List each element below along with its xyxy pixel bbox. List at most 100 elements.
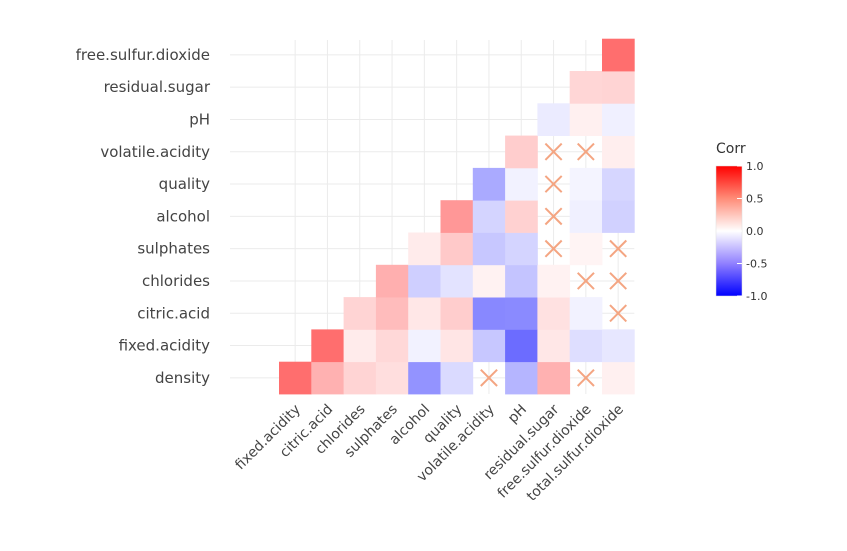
- heatmap-cell: [472, 329, 506, 363]
- heatmap-cell-insignificant: [576, 368, 595, 387]
- heatmap-cell: [602, 103, 635, 136]
- heatmap-cell: [537, 264, 571, 298]
- heatmap-cell: [311, 329, 344, 363]
- cross-mark: [544, 142, 563, 161]
- heatmap-cell: [343, 361, 377, 395]
- heatmap-cell-insignificant: [576, 142, 595, 161]
- heatmap-cell: [505, 135, 538, 169]
- heatmap-cell: [569, 329, 603, 363]
- heatmap-cell: [602, 71, 635, 104]
- x-tick-label: pH: [505, 402, 530, 427]
- heatmap-cell-insignificant: [576, 272, 595, 290]
- y-tick-label: sulphates: [137, 240, 210, 258]
- cross-mark: [544, 207, 563, 226]
- heatmap-cell: [602, 135, 635, 169]
- heatmap-cell: [505, 297, 538, 330]
- heatmap-cell-insignificant: [544, 175, 563, 193]
- heatmap-cell: [602, 38, 635, 72]
- cross-mark: [609, 239, 628, 258]
- heatmap-cell: [569, 297, 603, 330]
- legend-tick-label: -0.5: [746, 258, 767, 271]
- heatmap-cell: [311, 361, 344, 395]
- heatmap-cell-insignificant: [480, 368, 498, 387]
- y-tick-label: quality: [159, 175, 210, 193]
- y-tick-label: citric.acid: [137, 304, 210, 322]
- heatmap-cells: [279, 38, 635, 395]
- cross-mark: [609, 272, 628, 290]
- heatmap-cell: [569, 71, 603, 104]
- legend-tick-label: 1.0: [746, 160, 764, 173]
- heatmap-cell: [440, 297, 474, 330]
- heatmap-cell-insignificant: [609, 239, 628, 258]
- legend-title: Corr: [716, 141, 746, 157]
- heatmap-cell: [602, 167, 635, 201]
- cross-mark: [480, 368, 498, 387]
- heatmap-cell: [537, 361, 571, 395]
- heatmap-cell: [440, 264, 474, 298]
- x-axis-labels: fixed.aciditycitric.acidchloridessulphat…: [232, 401, 627, 504]
- cross-mark: [544, 175, 563, 193]
- heatmap-cell: [472, 232, 506, 266]
- heatmap-cell: [472, 264, 506, 298]
- heatmap-cell: [408, 264, 441, 298]
- heatmap-cell: [537, 103, 571, 136]
- heatmap-cell: [472, 167, 506, 201]
- heatmap-cell: [408, 232, 441, 266]
- heatmap-cell: [569, 103, 603, 136]
- heatmap-cell-insignificant: [544, 142, 563, 161]
- legend-tick-label: 0.0: [746, 225, 764, 238]
- y-tick-label: volatile.acidity: [100, 143, 210, 161]
- heatmap-cell: [472, 297, 506, 330]
- y-tick-label: density: [155, 369, 210, 387]
- cross-mark: [609, 304, 628, 323]
- legend-ticks: 1.0 0.5 0.0 -0.5 -1.0: [737, 160, 767, 303]
- heatmap-cell: [408, 329, 441, 363]
- heatmap-cell: [408, 361, 441, 395]
- heatmap-cell: [505, 232, 538, 266]
- heatmap-cell: [408, 297, 441, 330]
- cross-mark: [576, 272, 595, 290]
- y-tick-label: residual.sugar: [104, 78, 211, 96]
- heatmap-cell: [602, 361, 635, 395]
- y-axis-labels: density fixed.acidity citric.acid chlorides…: [76, 46, 211, 387]
- heatmap-cell: [505, 361, 538, 395]
- heatmap-cell: [440, 232, 474, 266]
- y-tick-label: chlorides: [142, 272, 210, 290]
- heatmap-cell: [440, 200, 474, 233]
- heatmap-cell: [505, 264, 538, 298]
- heatmap-cell: [440, 329, 474, 363]
- cross-mark: [576, 368, 595, 387]
- heatmap-cell: [375, 329, 409, 363]
- heatmap-cell: [602, 329, 635, 363]
- y-tick-label: fixed.acidity: [119, 337, 211, 355]
- legend-tick-label: -1.0: [746, 290, 767, 303]
- heatmap-cell: [505, 329, 538, 363]
- cross-mark: [576, 142, 595, 161]
- heatmap-cell-insignificant: [609, 272, 628, 290]
- heatmap-cell: [440, 361, 474, 395]
- heatmap-cell: [375, 297, 409, 330]
- heatmap-cell: [505, 200, 538, 233]
- heatmap-cell: [569, 200, 603, 233]
- heatmap-cell: [343, 329, 377, 363]
- heatmap-cell: [343, 297, 377, 330]
- heatmap-cell: [602, 200, 635, 233]
- cross-mark: [544, 239, 563, 258]
- heatmap-cell: [537, 329, 571, 363]
- y-tick-label: pH: [189, 110, 210, 128]
- heatmap-cell-insignificant: [544, 207, 563, 226]
- heatmap-cell: [569, 167, 603, 201]
- y-tick-label: free.sulfur.dioxide: [76, 46, 210, 64]
- heatmap-cell: [472, 200, 506, 233]
- heatmap-cell: [279, 361, 312, 395]
- heatmap-cell: [505, 167, 538, 201]
- heatmap-cell: [375, 264, 409, 298]
- heatmap-cell: [569, 232, 603, 266]
- heatmap-cell: [537, 297, 571, 330]
- color-legend: Corr 1.0 0.5 0.0 -0.5 -1.0: [715, 141, 767, 303]
- heatmap-cell-insignificant: [609, 304, 628, 323]
- heatmap-cell: [375, 361, 409, 395]
- legend-tick-label: 0.5: [746, 193, 764, 206]
- y-tick-label: alcohol: [156, 207, 210, 225]
